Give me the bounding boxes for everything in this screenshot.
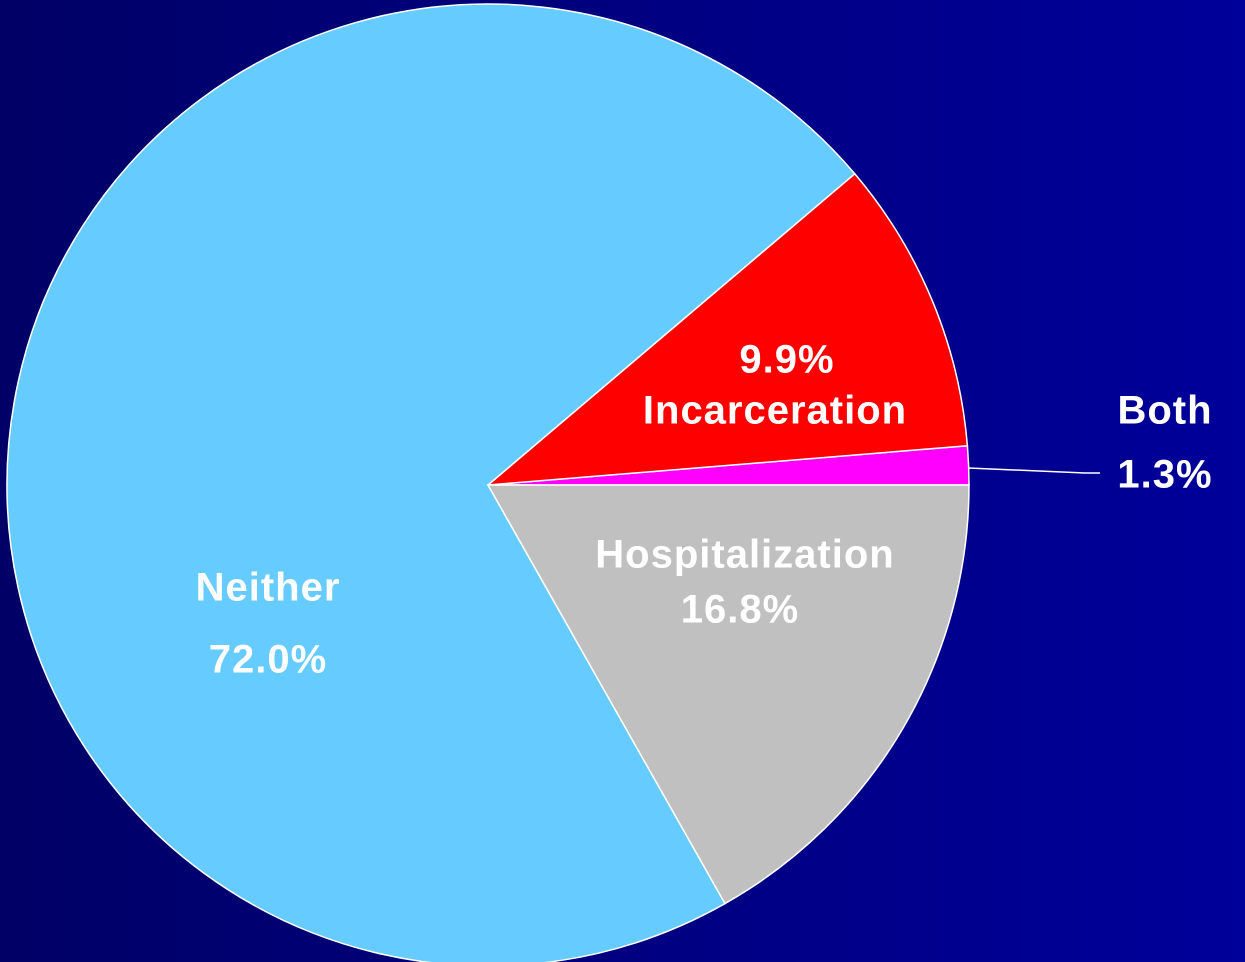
leader-line <box>967 467 1100 474</box>
slice-name: Incarceration <box>643 389 907 433</box>
slice-name: Hospitalization <box>595 533 894 577</box>
pie-slice <box>485 172 969 486</box>
pie-slice <box>486 484 970 905</box>
slice-name: Neither <box>196 566 341 610</box>
pie-slice <box>6 3 856 962</box>
slice-value: 1.3% <box>1117 453 1212 497</box>
slice-name: Both <box>1117 389 1212 433</box>
slice-value: 72.0% <box>209 638 327 682</box>
slice-value: 16.8% <box>681 588 799 632</box>
slice-value: 9.9% <box>739 338 834 382</box>
